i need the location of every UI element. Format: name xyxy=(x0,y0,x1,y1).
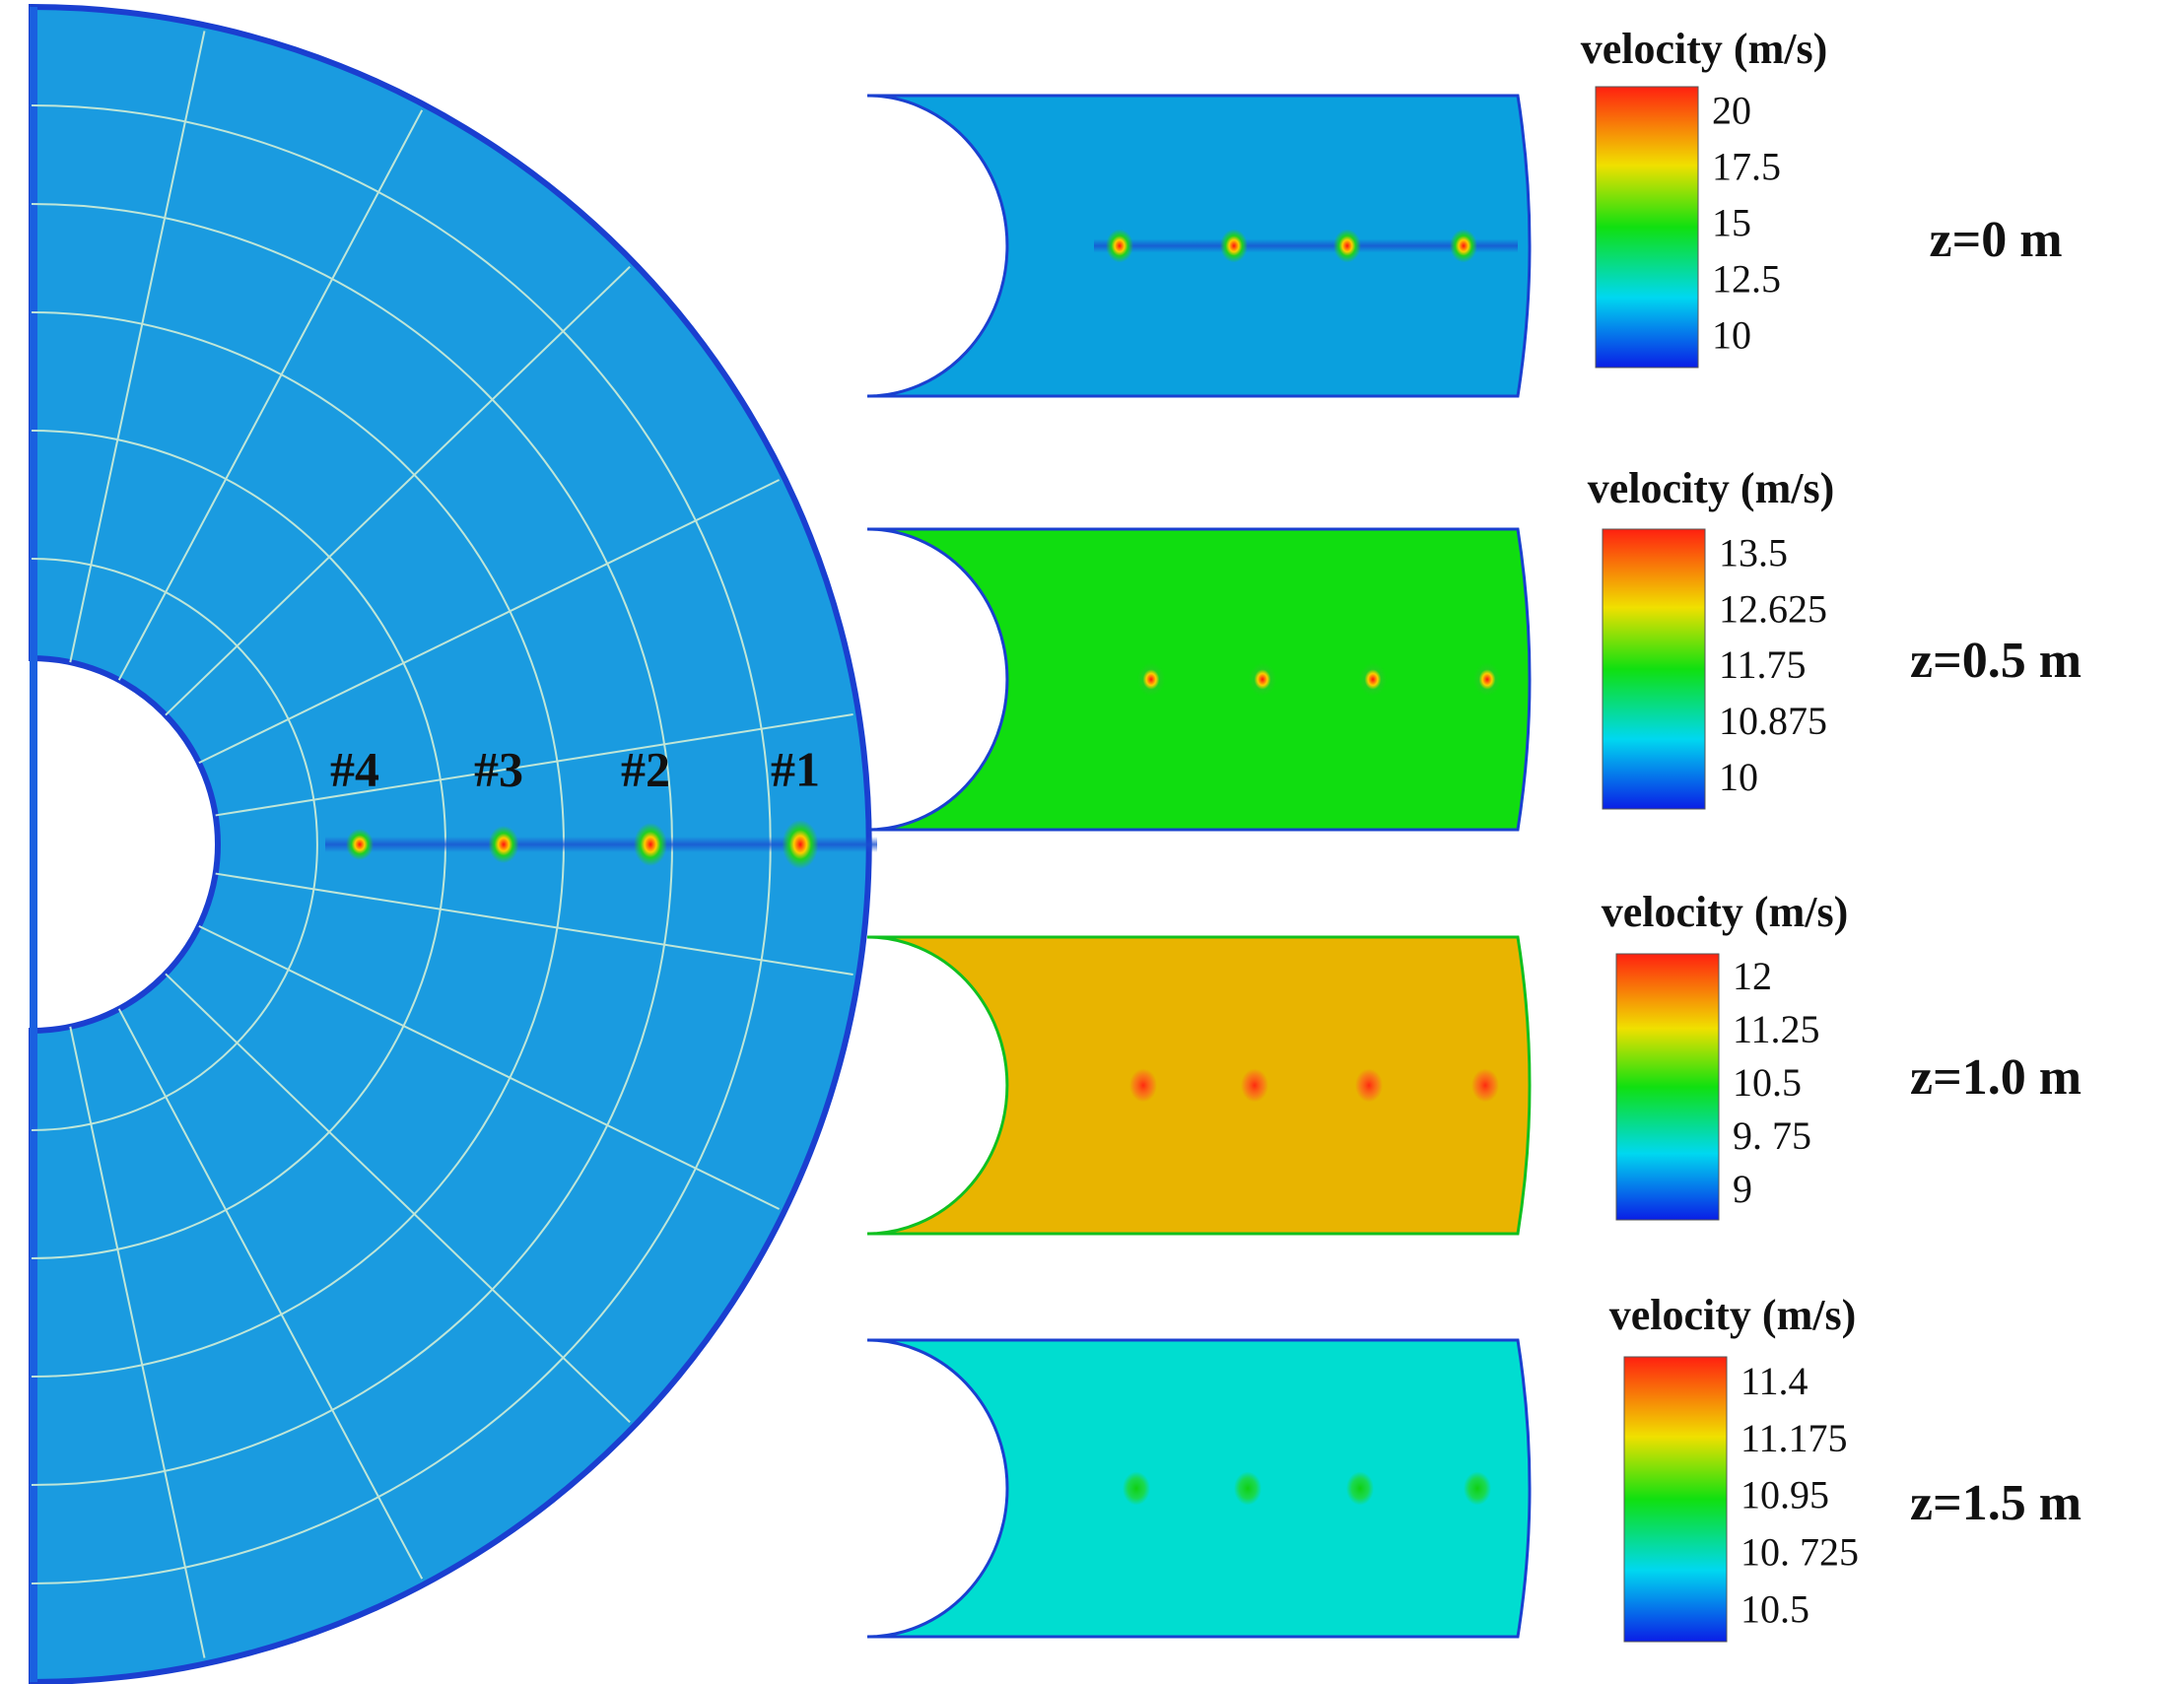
colorbar xyxy=(1595,86,1699,369)
probe-spot xyxy=(346,829,374,860)
colorbar-tick-label: 11.25 xyxy=(1733,1007,1820,1051)
probe-spot xyxy=(1241,1068,1268,1103)
colorbar-tick-label: 13.5 xyxy=(1719,531,1788,575)
probe-spot xyxy=(1129,1068,1157,1103)
probe-spot xyxy=(1464,1471,1491,1506)
slice-panel xyxy=(866,935,1532,1236)
legend-title: velocity (m/s) xyxy=(1581,25,1827,73)
probe-spot xyxy=(1359,662,1387,697)
probe-spot xyxy=(1355,1068,1383,1103)
probe-spot xyxy=(1137,662,1165,697)
mesh-ray xyxy=(215,712,853,817)
probe-spot xyxy=(488,826,519,863)
probe-label: #3 xyxy=(474,741,523,796)
mesh-ray xyxy=(69,1026,206,1658)
colorbar-tick-label: 12 xyxy=(1733,954,1772,998)
colorbar-tick-label: 10.875 xyxy=(1719,699,1827,743)
colorbar-tick-label: 10 xyxy=(1712,313,1751,358)
probe-label: #2 xyxy=(621,741,670,796)
colorbar-tick-label: 9. 75 xyxy=(1733,1113,1811,1158)
colorbar-tick-label: 11.175 xyxy=(1740,1416,1848,1460)
legend-title: velocity (m/s) xyxy=(1602,888,1848,936)
z-label: z=1.5 m xyxy=(1910,1475,2082,1531)
mesh-ray xyxy=(117,109,424,681)
probe-spot xyxy=(1471,1068,1499,1103)
probe-spot xyxy=(634,823,667,866)
z-label: z=1.0 m xyxy=(1910,1049,2082,1106)
colorbar-tick-label: 12.625 xyxy=(1719,586,1827,631)
probe-spot xyxy=(1249,662,1276,697)
colorbar xyxy=(1602,528,1706,810)
mesh-ray xyxy=(165,265,631,716)
colorbar-tick-label: 10 xyxy=(1719,755,1758,799)
colorbar xyxy=(1623,1356,1728,1643)
colorbar-tick-label: 11.75 xyxy=(1719,642,1807,687)
colorbar-tick-label: 9 xyxy=(1733,1167,1752,1211)
probe-spot xyxy=(1333,229,1361,263)
probe-label: #4 xyxy=(330,741,379,796)
probe-label: #1 xyxy=(771,741,820,796)
colorbar-tick-label: 10.5 xyxy=(1740,1586,1809,1631)
slice-panel xyxy=(866,1338,1532,1639)
probe-spot xyxy=(1234,1471,1262,1506)
colorbar xyxy=(1615,953,1720,1221)
slice-panel xyxy=(866,527,1532,832)
colorbar-tick-label: 10. 725 xyxy=(1740,1529,1859,1574)
wake-streak xyxy=(325,837,877,852)
wake-streak xyxy=(1094,238,1518,253)
mesh-ray xyxy=(165,973,631,1424)
legend-title: velocity (m/s) xyxy=(1588,464,1834,512)
legend-title: velocity (m/s) xyxy=(1609,1291,1856,1339)
colorbar-tick-label: 10.95 xyxy=(1740,1473,1829,1517)
probe-spot xyxy=(1123,1471,1150,1506)
colorbar-tick-label: 17.5 xyxy=(1712,145,1781,189)
mesh-ray xyxy=(198,479,781,765)
probe-spot xyxy=(1450,229,1477,263)
colorbar-tick-label: 10.5 xyxy=(1733,1060,1802,1105)
colorbar-tick-label: 11.4 xyxy=(1740,1359,1809,1403)
mesh-ray xyxy=(215,872,853,977)
probe-spot xyxy=(1106,229,1133,263)
probe-spot xyxy=(1346,1471,1374,1506)
wall-strip xyxy=(30,7,37,1682)
mesh-ray xyxy=(198,924,781,1210)
colorbar-tick-label: 12.5 xyxy=(1712,257,1781,302)
colorbar-tick-label: 20 xyxy=(1712,89,1751,133)
z-label: z=0 m xyxy=(1929,212,2062,268)
probe-spot xyxy=(1220,229,1248,263)
probe-spot xyxy=(782,820,819,869)
mesh-ray xyxy=(69,31,206,663)
z-label: z=0.5 m xyxy=(1910,633,2082,689)
probe-spot xyxy=(1473,662,1501,697)
colorbar-tick-label: 15 xyxy=(1712,201,1751,245)
mesh-ray xyxy=(117,1008,424,1580)
